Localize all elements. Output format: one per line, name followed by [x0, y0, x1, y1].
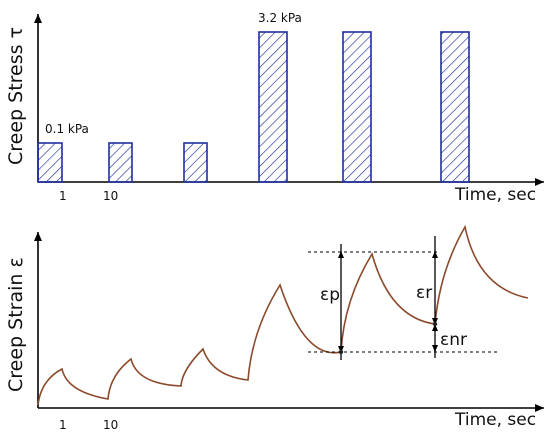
- strain-y-axis-label: Creep Strain ε: [5, 257, 27, 392]
- strain-response-curve: [37, 224, 529, 406]
- eps-p-label: εp: [320, 285, 340, 305]
- strain-panel: Creep Strain ε Time, sec 1 10 εp εr εnr: [5, 224, 544, 432]
- marker-eps-p-top: [338, 349, 344, 355]
- strain-tick-10: 10: [103, 418, 118, 432]
- stress-y-axis-label: Creep Stress τ: [5, 27, 27, 165]
- stress-pulse-2: [108, 142, 133, 183]
- stress-pulse-4: [258, 31, 288, 183]
- stress-pulse-3: [183, 142, 208, 183]
- stress-pulse-1: [37, 142, 63, 183]
- stress-tick-10: 10: [103, 189, 118, 203]
- eps-nr-label: εnr: [440, 330, 467, 350]
- low-stress-label: 0.1 kPa: [45, 122, 89, 136]
- high-stress-label: 3.2 kPa: [258, 11, 302, 25]
- stress-panel: Creep Stress τ Time, sec 0.1 kPa 3.2 kPa…: [5, 11, 544, 205]
- strain-x-axis-label: Time, sec: [454, 410, 536, 430]
- marker-eps-r-mid: [432, 321, 438, 327]
- eps-r-label: εr: [416, 283, 432, 303]
- stress-pulse-6: [440, 31, 470, 183]
- stress-tick-1: 1: [59, 189, 67, 203]
- strain-tick-1: 1: [59, 418, 67, 432]
- stress-pulse-5: [342, 31, 372, 183]
- stress-x-axis-label: Time, sec: [454, 185, 536, 205]
